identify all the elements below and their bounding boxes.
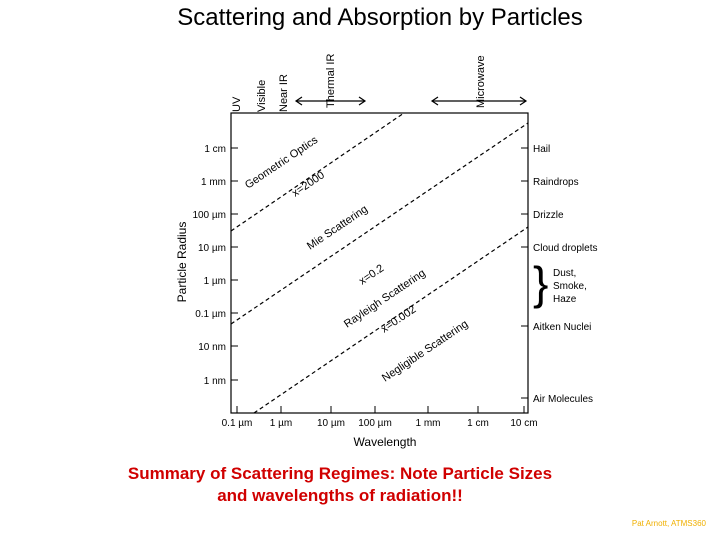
particle-aitken-nuclei: Aitken Nuclei xyxy=(533,322,591,333)
y-tick-label-100-m: 100 µm xyxy=(192,210,226,221)
particle-drizzle: Drizzle xyxy=(533,210,564,221)
plot-frame xyxy=(230,112,529,414)
microwave-arrow-head-left xyxy=(430,96,439,106)
particle-air-molecules: Air Molecules xyxy=(533,394,593,405)
particle-hail: Hail xyxy=(533,144,550,155)
particle-raindrops: Raindrops xyxy=(533,177,579,188)
boundary-x02 xyxy=(230,122,529,325)
band-microwave: Microwave xyxy=(475,55,487,108)
particle-haze: Haze xyxy=(553,294,577,305)
band-near-ir: Near IR xyxy=(278,74,290,112)
caption-line-2: and wavelengths of radiation!! xyxy=(217,486,463,505)
x-tick-label-1-m: 1 µm xyxy=(270,418,292,429)
caption: Summary of Scattering Regimes: Note Part… xyxy=(40,463,640,507)
label-x02: x=0.2 xyxy=(357,262,386,287)
x-tick-label-100-m: 100 µm xyxy=(358,418,392,429)
y-tick-label-1-mm: 1 mm xyxy=(201,177,226,188)
brace-dust-smoke-haze: } xyxy=(533,257,548,309)
thermal-arrow-head-right xyxy=(358,96,367,106)
band-visible: Visible xyxy=(256,80,268,112)
boundary-x0002 xyxy=(253,226,529,414)
label-mie-scattering: Mie Scattering xyxy=(305,203,370,252)
slide-title: Scattering and Absorption by Particles xyxy=(177,4,583,31)
band-thermal-ir: Thermal IR xyxy=(325,54,337,108)
y-tick-label-10-m: 10 µm xyxy=(198,243,226,254)
x-tick-label-10-m: 10 µm xyxy=(317,418,345,429)
thermal-arrow-head-left xyxy=(294,96,303,106)
x-tick-label-10-cm: 10 cm xyxy=(510,418,537,429)
y-tick-label-1-nm: 1 nm xyxy=(204,376,226,387)
x-tick-label-1-mm: 1 mm xyxy=(416,418,441,429)
y-tick-label-1-m: 1 µm xyxy=(204,276,226,287)
y-tick-label-0-1-m: 0.1 µm xyxy=(195,309,226,320)
y-tick-label-1-cm: 1 cm xyxy=(204,144,226,155)
y-axis-label: Particle Radius xyxy=(175,222,189,303)
y-tick-label-10-nm: 10 nm xyxy=(198,342,226,353)
spectrum-arrows xyxy=(294,96,528,106)
label-x0002: x=0.002 xyxy=(379,303,418,335)
caption-line-1: Summary of Scattering Regimes: Note Part… xyxy=(127,464,553,483)
x-tick-label-0-1-m: 0.1 µm xyxy=(222,418,253,429)
regime-boundaries xyxy=(230,112,529,414)
x-axis-label: Wavelength xyxy=(354,435,417,449)
microwave-arrow-head-right xyxy=(519,96,528,106)
band-uv: UV xyxy=(231,96,243,112)
particle-smoke: Smoke, xyxy=(553,281,587,292)
particle-cloud-droplets: Cloud droplets xyxy=(533,243,597,254)
particle-dust: Dust, xyxy=(553,268,576,279)
label-x2000: x=2000 xyxy=(290,169,327,199)
x-tick-label-1-cm: 1 cm xyxy=(467,418,489,429)
credit: Pat Arnott, ATMS360 xyxy=(631,519,706,528)
